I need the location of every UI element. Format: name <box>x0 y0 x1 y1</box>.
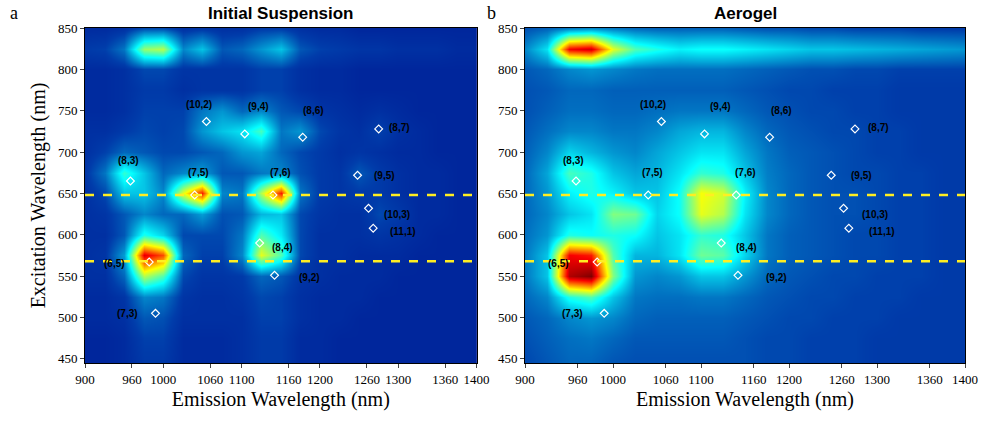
svg-text:750: 750 <box>498 103 518 118</box>
svg-text:550: 550 <box>58 269 78 284</box>
svg-text:(8,4): (8,4) <box>736 242 757 253</box>
svg-text:850: 850 <box>58 21 78 36</box>
svg-text:(9,5): (9,5) <box>374 170 395 181</box>
svg-text:(10,3): (10,3) <box>862 209 888 220</box>
svg-text:Emission Wavelength (nm): Emission Wavelength (nm) <box>636 388 854 411</box>
svg-text:450: 450 <box>498 351 518 366</box>
svg-text:(10,2): (10,2) <box>640 99 666 110</box>
svg-text:1160: 1160 <box>741 372 767 387</box>
svg-text:1400: 1400 <box>464 372 490 387</box>
svg-text:900: 900 <box>75 372 95 387</box>
svg-text:550: 550 <box>498 269 518 284</box>
svg-text:700: 700 <box>58 145 78 160</box>
svg-text:(6,5): (6,5) <box>104 258 125 269</box>
svg-text:500: 500 <box>58 310 78 325</box>
svg-text:1300: 1300 <box>864 372 890 387</box>
svg-text:1100: 1100 <box>688 372 714 387</box>
svg-text:(8,7): (8,7) <box>868 122 889 133</box>
svg-text:(9,2): (9,2) <box>299 272 320 283</box>
svg-text:(8,3): (8,3) <box>563 155 584 166</box>
svg-text:Aerogel: Aerogel <box>714 4 777 23</box>
svg-text:(7,6): (7,6) <box>735 167 756 178</box>
svg-text:(8,3): (8,3) <box>118 155 139 166</box>
svg-text:(7,5): (7,5) <box>642 167 663 178</box>
svg-text:1000: 1000 <box>600 372 626 387</box>
svg-text:650: 650 <box>58 186 78 201</box>
svg-text:700: 700 <box>498 145 518 160</box>
svg-text:(8,4): (8,4) <box>272 242 293 253</box>
svg-text:(7,5): (7,5) <box>188 167 209 178</box>
svg-text:(7,3): (7,3) <box>562 308 583 319</box>
svg-text:960: 960 <box>122 372 142 387</box>
svg-text:1200: 1200 <box>776 372 802 387</box>
svg-text:1360: 1360 <box>432 372 458 387</box>
svg-text:(7,6): (7,6) <box>270 167 291 178</box>
svg-text:500: 500 <box>498 310 518 325</box>
svg-text:1400: 1400 <box>952 372 978 387</box>
svg-text:1060: 1060 <box>197 372 223 387</box>
svg-text:750: 750 <box>58 103 78 118</box>
svg-text:1100: 1100 <box>229 372 255 387</box>
svg-text:(9,5): (9,5) <box>851 170 872 181</box>
svg-text:(9,4): (9,4) <box>248 101 269 112</box>
svg-text:(8,6): (8,6) <box>771 105 792 116</box>
svg-text:(8,7): (8,7) <box>389 122 410 133</box>
svg-text:800: 800 <box>58 62 78 77</box>
svg-text:(7,3): (7,3) <box>117 308 138 319</box>
svg-text:(9,2): (9,2) <box>766 272 787 283</box>
svg-text:1160: 1160 <box>276 372 302 387</box>
svg-text:1260: 1260 <box>354 372 380 387</box>
svg-text:1200: 1200 <box>307 372 333 387</box>
svg-text:Initial Suspension: Initial Suspension <box>208 4 353 23</box>
svg-text:a: a <box>10 3 18 23</box>
svg-text:(8,6): (8,6) <box>303 105 324 116</box>
svg-text:960: 960 <box>568 372 588 387</box>
svg-text:1000: 1000 <box>150 372 176 387</box>
svg-text:Emission Wavelength (nm): Emission Wavelength (nm) <box>172 388 390 411</box>
svg-text:600: 600 <box>58 227 78 242</box>
svg-text:1300: 1300 <box>385 372 411 387</box>
svg-text:1060: 1060 <box>653 372 679 387</box>
svg-text:(6,5): (6,5) <box>548 258 569 269</box>
svg-text:800: 800 <box>498 62 518 77</box>
svg-text:Excitation Wavelength (nm): Excitation Wavelength (nm) <box>27 83 50 309</box>
svg-text:(9,4): (9,4) <box>710 101 731 112</box>
svg-text:650: 650 <box>498 186 518 201</box>
svg-text:b: b <box>487 3 496 23</box>
svg-text:(10,2): (10,2) <box>186 99 212 110</box>
svg-text:900: 900 <box>515 372 535 387</box>
svg-text:(11,1): (11,1) <box>869 226 895 237</box>
svg-text:600: 600 <box>498 227 518 242</box>
svg-text:1260: 1260 <box>829 372 855 387</box>
svg-text:(11,1): (11,1) <box>390 226 416 237</box>
svg-text:(10,3): (10,3) <box>384 209 410 220</box>
svg-text:850: 850 <box>498 21 518 36</box>
svg-text:450: 450 <box>58 351 78 366</box>
svg-text:1360: 1360 <box>917 372 943 387</box>
